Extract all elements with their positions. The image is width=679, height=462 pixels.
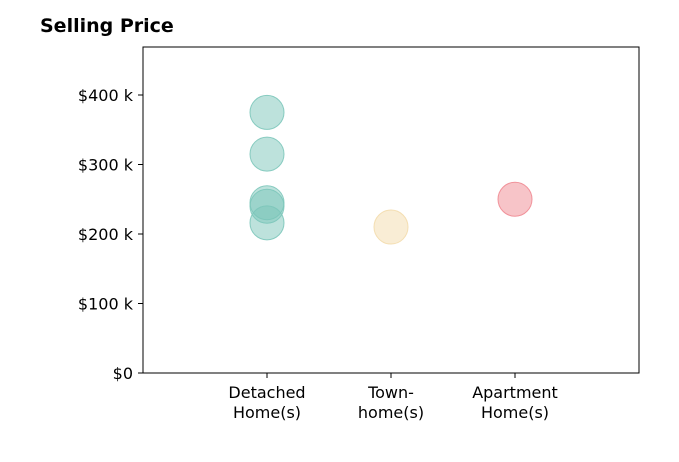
x-tick-label: Town- — [367, 383, 414, 402]
x-tick-label: Detached — [228, 383, 305, 402]
data-point — [373, 209, 409, 245]
data-point — [249, 136, 285, 172]
x-tick-label: Home(s) — [481, 403, 549, 422]
chart-title: Selling Price — [40, 15, 174, 37]
data-points — [249, 94, 533, 245]
y-axis: $0 $100 k $200 k $300 k $400 k — [78, 86, 143, 383]
y-tick-label: $0 — [113, 364, 133, 383]
y-tick-label: $300 k — [78, 156, 134, 175]
x-axis: DetachedHome(s)Town-home(s)ApartmentHome… — [228, 373, 558, 422]
data-point — [497, 181, 533, 217]
y-tick-label: $200 k — [78, 225, 134, 244]
data-point — [249, 205, 285, 241]
y-tick-label: $100 k — [78, 295, 134, 314]
x-tick-label: Home(s) — [233, 403, 301, 422]
data-point — [249, 94, 285, 130]
y-tick-label: $400 k — [78, 86, 134, 105]
x-tick-label: Apartment — [472, 383, 558, 402]
x-tick-label: home(s) — [358, 403, 424, 422]
